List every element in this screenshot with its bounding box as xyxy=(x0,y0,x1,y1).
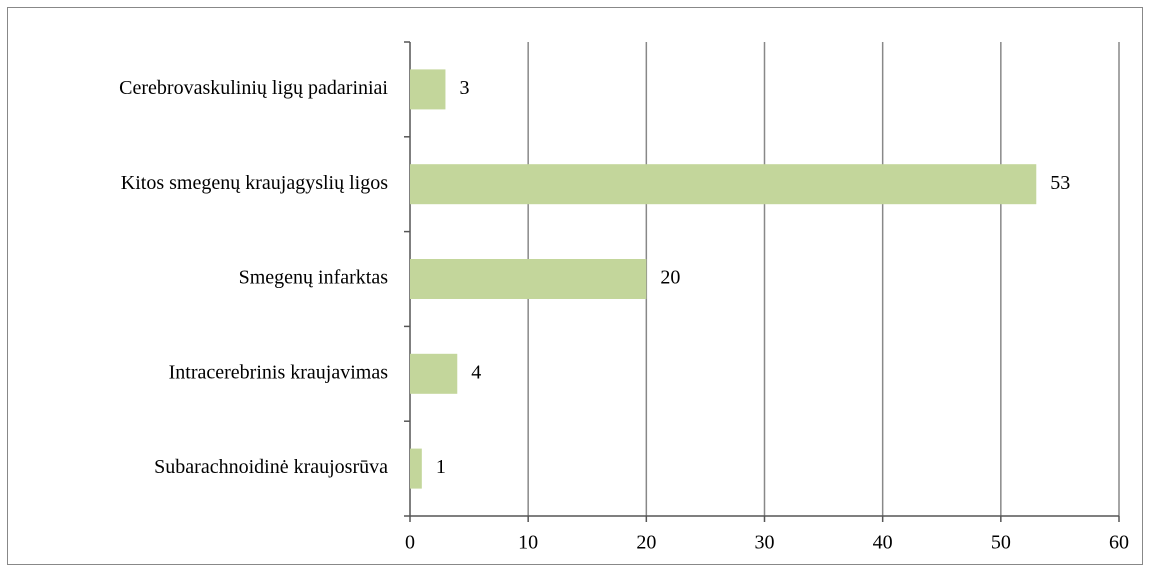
x-tick-label: 60 xyxy=(1109,532,1129,554)
x-tick-label: 0 xyxy=(405,532,415,554)
x-tick-label: 10 xyxy=(518,532,538,554)
data-label: 53 xyxy=(1050,172,1070,194)
bar xyxy=(410,448,422,489)
x-tick-label: 30 xyxy=(755,532,775,554)
y-tick-label: Kitos smegenų kraujagyslių ligos xyxy=(121,172,388,194)
x-tick-label: 50 xyxy=(991,532,1011,554)
x-tick-label: 40 xyxy=(873,532,893,554)
bar xyxy=(410,259,647,299)
data-label: 4 xyxy=(471,361,481,383)
data-label: 3 xyxy=(459,77,469,99)
bar xyxy=(410,69,446,110)
data-label: 1 xyxy=(436,456,446,478)
x-tick-label: 20 xyxy=(636,532,656,554)
y-tick-label: Subarachnoidinė kraujosrūva xyxy=(154,456,388,478)
y-tick-label: Smegenų infarktas xyxy=(239,267,389,289)
y-tick-label: Cerebrovaskulinių ligų padariniai xyxy=(119,77,388,99)
data-label: 20 xyxy=(660,267,680,289)
bar xyxy=(410,164,1037,205)
bar xyxy=(410,353,458,394)
y-tick-label: Intracerebrinis kraujavimas xyxy=(169,361,389,383)
